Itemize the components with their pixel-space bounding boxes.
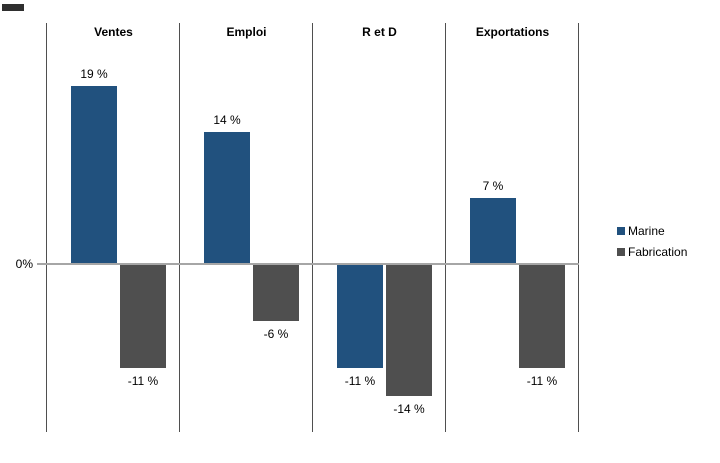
zero-axis-line <box>37 263 579 265</box>
fabrication-swatch-icon <box>617 248 625 256</box>
bar-fabrication-emploi <box>253 265 299 321</box>
legend-label-marine: Marine <box>628 224 665 238</box>
legend: Marine Fabrication <box>617 224 687 266</box>
category-panel-ventes: Ventes <box>46 23 180 432</box>
bar-marine-emploi <box>204 132 250 263</box>
category-panel-emploi: Emploi <box>179 23 313 432</box>
legend-item-marine: Marine <box>617 224 687 238</box>
bar-value-label-marine-ventes: 19 % <box>80 67 108 81</box>
legend-item-fabrication: Fabrication <box>617 245 687 259</box>
corner-mark <box>2 4 24 11</box>
zero-axis-label: 0% <box>15 257 33 271</box>
category-panel-r-et-d: R et D <box>312 23 446 432</box>
bar-value-label-marine-exportations: 7 % <box>482 179 504 193</box>
bar-marine-exportations <box>470 198 516 263</box>
bar-marine-r-et-d <box>337 265 383 368</box>
bar-value-label-fabrication-r-et-d: -14 % <box>393 402 425 416</box>
bar-fabrication-ventes <box>120 265 166 368</box>
category-title-emploi: Emploi <box>226 25 267 39</box>
category-panel-exportations: Exportations <box>445 23 579 432</box>
marine-swatch-icon <box>617 227 625 235</box>
category-title-r-et-d: R et D <box>362 25 397 39</box>
bar-value-label-fabrication-ventes: -11 % <box>127 374 159 388</box>
legend-label-fabrication: Fabrication <box>628 245 688 259</box>
bar-fabrication-exportations <box>519 265 565 368</box>
bar-fabrication-r-et-d <box>386 265 432 396</box>
category-title-exportations: Exportations <box>475 25 550 39</box>
bar-marine-ventes <box>71 86 117 263</box>
category-title-ventes: Ventes <box>94 25 133 39</box>
bar-value-label-marine-emploi: 14 % <box>213 113 241 127</box>
bar-value-label-fabrication-emploi: -6 % <box>263 327 289 341</box>
bar-value-label-fabrication-exportations: -11 % <box>526 374 558 388</box>
plot-area: Ventes 19 % -11 % Emploi 14 % -6 % R et D -11 %… <box>46 23 579 432</box>
bar-value-label-marine-r-et-d: -11 % <box>344 374 376 388</box>
